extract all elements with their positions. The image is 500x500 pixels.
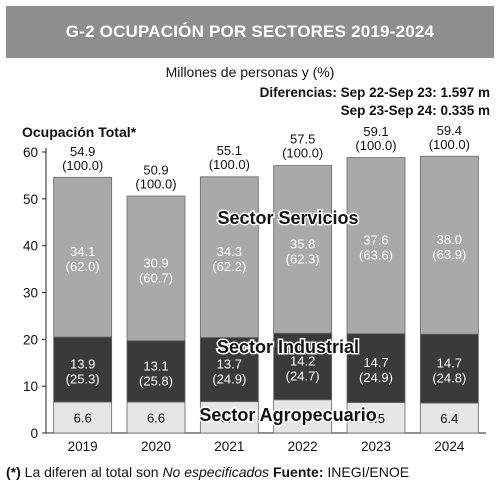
segment-pct-label: (24.9) bbox=[212, 372, 246, 387]
y-tick-label: 20 bbox=[23, 332, 38, 347]
x-tick-label: 2024 bbox=[434, 439, 465, 454]
bar-segment bbox=[126, 195, 186, 342]
segment-value-label: 6.6 bbox=[147, 411, 165, 426]
bar-segment bbox=[419, 402, 479, 434]
segment-value-label: 6.4 bbox=[440, 411, 458, 426]
total-value-label: 59.4 bbox=[437, 123, 462, 138]
segment-value-label: 34.3 bbox=[217, 244, 242, 259]
segment-value-label: 13.9 bbox=[70, 357, 95, 372]
series-name-label: Sector Servicios bbox=[217, 208, 358, 228]
bar-segment bbox=[53, 336, 113, 403]
total-label: Ocupación Total* bbox=[22, 124, 137, 140]
differences-note: Diferencias: Sep 22-Sep 23: 1.597 m Sep … bbox=[260, 84, 490, 120]
bar-segment bbox=[346, 333, 406, 403]
chart-title: G-2 OCUPACIÓN POR SECTORES 2019-2024 bbox=[65, 22, 435, 41]
segment-pct-label: (60.7) bbox=[139, 270, 173, 285]
segment-value-label: 38.0 bbox=[437, 232, 462, 247]
total-pct-label: (100.0) bbox=[282, 146, 323, 161]
bar-segment bbox=[53, 401, 113, 434]
total-pct-label: (100.0) bbox=[429, 137, 470, 152]
segment-pct-label: (62.2) bbox=[212, 259, 246, 274]
total-value-label: 59.1 bbox=[363, 124, 388, 139]
difference-line-2: Sep 23-Sep 24: 0.335 m bbox=[340, 103, 490, 118]
total-pct-label: (100.0) bbox=[209, 157, 250, 172]
segment-value-label: 13.1 bbox=[143, 358, 168, 373]
segment-value-label: 7.1 bbox=[294, 409, 312, 424]
bar-segment bbox=[199, 176, 259, 338]
x-tick-label: 2020 bbox=[141, 439, 171, 454]
segment-value-label: 14.7 bbox=[437, 356, 462, 371]
title-bar: G-2 OCUPACIÓN POR SECTORES 2019-2024 bbox=[6, 6, 494, 58]
bar-segment bbox=[53, 176, 113, 338]
y-tick-label: 60 bbox=[23, 145, 38, 160]
segment-value-label: 6.5 bbox=[367, 411, 385, 426]
bar-segment bbox=[199, 401, 259, 434]
total-value-label: 50.9 bbox=[143, 163, 168, 178]
total-value-label: 55.1 bbox=[217, 143, 242, 158]
segment-value-label: 6.7 bbox=[220, 410, 238, 425]
segment-pct-label: (24.9) bbox=[359, 370, 393, 385]
segment-value-label: 30.9 bbox=[143, 255, 168, 270]
y-tick-label: 0 bbox=[30, 426, 38, 441]
bar-segment bbox=[419, 333, 479, 404]
segment-value-label: 37.6 bbox=[363, 233, 388, 248]
segment-value-label: 13.7 bbox=[217, 357, 242, 372]
segment-pct-label: (25.8) bbox=[139, 373, 173, 388]
segment-pct-label: (63.9) bbox=[432, 247, 466, 262]
chart-subtitle: Millones de personas y (%) bbox=[165, 64, 335, 80]
source-label: Fuente: bbox=[269, 464, 324, 480]
segment-pct-label: (62.0) bbox=[66, 259, 100, 274]
difference-line-1: Diferencias: Sep 22-Sep 23: 1.597 m bbox=[259, 85, 490, 100]
y-tick-label: 30 bbox=[23, 286, 38, 301]
total-pct-label: (100.0) bbox=[62, 158, 103, 173]
x-tick-label: 2021 bbox=[214, 439, 244, 454]
segment-value-label: 6.6 bbox=[74, 411, 92, 426]
segment-pct-label: (24.8) bbox=[432, 371, 466, 386]
source-text: INEGI/ENOE bbox=[323, 464, 410, 480]
segment-pct-label: (63.6) bbox=[359, 248, 393, 263]
footnote-mark: (*) bbox=[6, 464, 21, 480]
bar-segment bbox=[346, 157, 406, 335]
bar-segment bbox=[126, 340, 186, 403]
total-value-label: 57.5 bbox=[290, 132, 315, 147]
bar-segment bbox=[273, 332, 333, 401]
segment-value-label: 14.2 bbox=[290, 353, 315, 368]
total-value-label: 54.9 bbox=[70, 144, 95, 159]
segment-value-label: 35.8 bbox=[290, 236, 315, 251]
x-tick-label: 2019 bbox=[68, 439, 98, 454]
segment-value-label: 34.1 bbox=[70, 244, 95, 259]
total-pct-label: (100.0) bbox=[135, 177, 176, 192]
series-name-label: Sector Industrial bbox=[217, 337, 359, 357]
segment-pct-label: (62.3) bbox=[286, 251, 320, 266]
x-tick-label: 2023 bbox=[361, 439, 391, 454]
bar-segment bbox=[419, 155, 479, 335]
y-tick-label: 10 bbox=[23, 379, 38, 394]
bar-segment bbox=[273, 165, 333, 334]
footnote: (*) La diferen al total son No especific… bbox=[6, 464, 409, 480]
y-tick-label: 40 bbox=[23, 239, 38, 254]
segment-pct-label: (25.3) bbox=[66, 372, 100, 387]
series-name-label: Sector Agropecuario bbox=[199, 405, 376, 425]
bar-segment bbox=[126, 401, 186, 434]
segment-pct-label: (24.7) bbox=[286, 368, 320, 383]
y-tick-label: 50 bbox=[23, 192, 38, 207]
total-pct-label: (100.0) bbox=[355, 138, 396, 153]
footnote-italic: No especificados bbox=[162, 464, 270, 480]
segment-value-label: 14.7 bbox=[363, 355, 388, 370]
footnote-text: La diferen al total son bbox=[20, 464, 163, 480]
x-tick-label: 2022 bbox=[288, 439, 318, 454]
bar-segment bbox=[346, 402, 406, 434]
